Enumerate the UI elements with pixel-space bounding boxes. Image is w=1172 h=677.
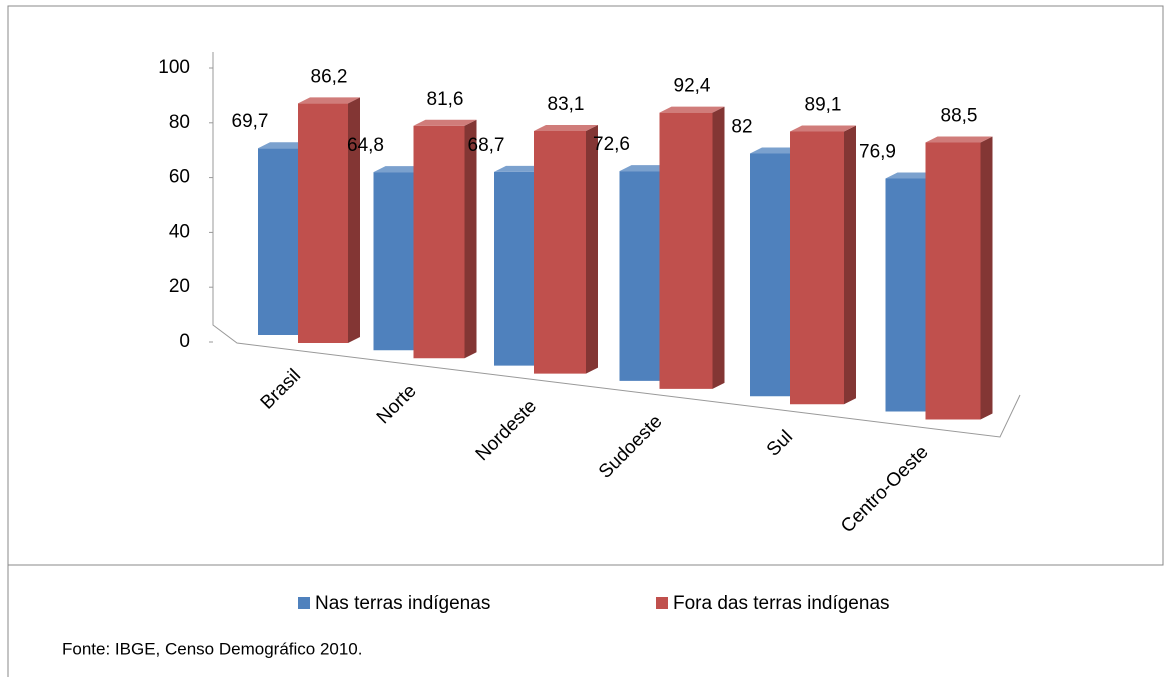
bar-face <box>659 106 725 113</box>
data-label: 72,6 <box>593 134 630 155</box>
bar-face <box>619 171 673 381</box>
y-tick-label: 60 <box>169 167 190 188</box>
y-tick-label: 40 <box>169 221 190 242</box>
bar-face <box>258 148 308 335</box>
data-label: 83,1 <box>548 94 585 115</box>
bar-face <box>712 106 725 389</box>
legend-swatch <box>656 597 668 609</box>
bar-face <box>298 97 360 104</box>
x-tick-label: Brasil <box>257 365 305 413</box>
bar-face <box>348 97 360 343</box>
bar-face <box>494 171 546 366</box>
x-tick-label: Sul <box>763 426 797 460</box>
data-label: 88,5 <box>941 106 978 127</box>
y-tick-label: 0 <box>179 331 190 352</box>
frame <box>7 5 1164 677</box>
x-tick-label: Nordeste <box>472 396 541 465</box>
bar-face <box>534 130 586 374</box>
bar-face <box>413 119 477 126</box>
axis-wall <box>212 52 1021 438</box>
bar-face <box>586 124 598 374</box>
data-label: 89,1 <box>805 95 842 116</box>
data-label: 68,7 <box>468 135 505 156</box>
legend-label: Nas terras indígenas <box>315 593 490 614</box>
bar <box>790 125 856 405</box>
bar-face <box>790 131 844 405</box>
bar-face <box>790 125 856 132</box>
x-tick-label: Norte <box>373 381 421 429</box>
data-label: 76,9 <box>859 142 896 163</box>
bar-face <box>925 136 993 143</box>
bar <box>925 136 993 420</box>
bar <box>413 119 477 359</box>
y-tick-label: 100 <box>158 57 190 78</box>
bar-face <box>298 103 348 343</box>
bar <box>534 124 598 374</box>
data-label: 64,8 <box>347 135 384 156</box>
x-tick-label: Sudoeste <box>595 411 667 483</box>
bar-face <box>413 125 465 359</box>
bar-face <box>534 124 598 131</box>
bar-face <box>925 142 981 420</box>
bar-face <box>373 172 425 351</box>
bar-face <box>464 119 477 359</box>
legend-swatch <box>298 597 310 609</box>
legend-label: Fora das terras indígenas <box>673 593 890 614</box>
bar-face <box>844 125 856 405</box>
bar <box>659 106 725 389</box>
data-label: 82 <box>731 116 752 137</box>
x-tick-label: Centro-Oeste <box>837 442 932 537</box>
bar <box>298 97 360 343</box>
data-label: 86,2 <box>311 66 348 87</box>
data-label: 81,6 <box>427 89 464 110</box>
source: Fonte: IBGE, Censo Demográfico 2010. <box>62 639 363 658</box>
y-tick-label: 20 <box>169 276 190 297</box>
bar-face <box>980 136 993 420</box>
data-label: 92,4 <box>674 76 711 97</box>
data-label: 69,7 <box>232 111 269 132</box>
bar-face <box>659 112 713 389</box>
y-tick-label: 80 <box>169 112 190 133</box>
